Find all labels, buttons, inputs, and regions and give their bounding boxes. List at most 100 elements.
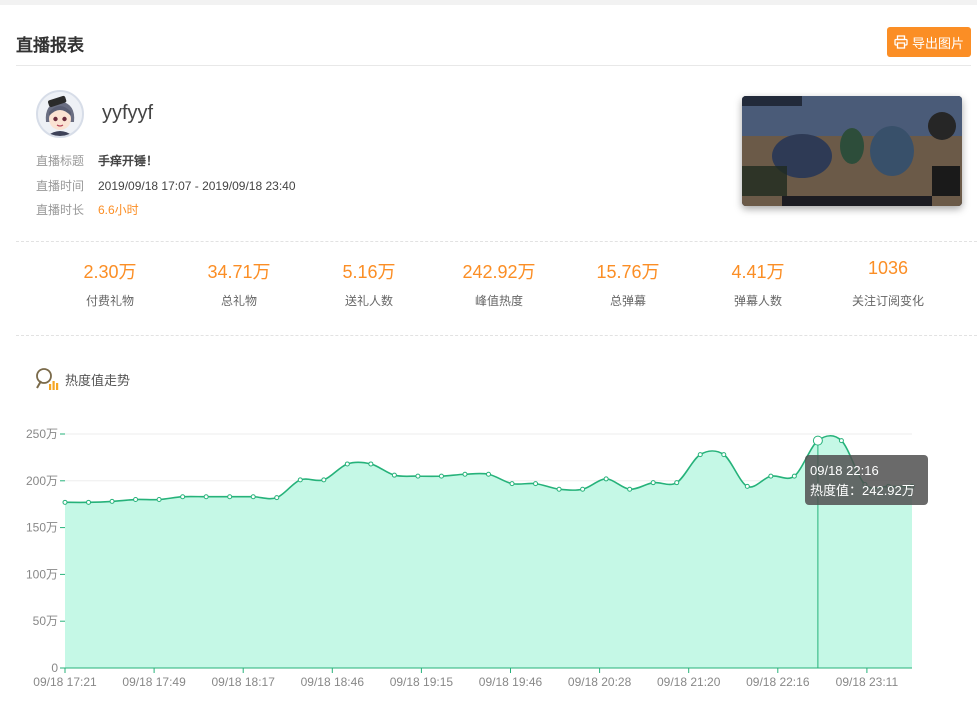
stat-label: 关注订阅变化 [851, 294, 924, 308]
stat-label: 总弹幕 [609, 294, 646, 308]
data-point [812, 435, 823, 446]
divider [16, 335, 977, 336]
data-point [133, 497, 139, 503]
data-point [674, 480, 680, 486]
stat-total-gifts: 34.71万 总礼物 [174, 258, 304, 309]
stat-label: 弹幕人数 [733, 294, 782, 308]
x-tick-label: 09/18 22:16 [746, 675, 810, 689]
stat-label: 付费礼物 [85, 294, 134, 308]
report-header: 直播报表 导出图片 [16, 5, 971, 66]
stat-value: 4.41万 [731, 262, 785, 282]
info-key: 直播标题 [36, 154, 85, 168]
data-point [250, 494, 256, 500]
data-point [62, 499, 68, 505]
heat-trend-chart: 0 50万 100万 150万 200万 250万 09/18 17:21 09/18 17:… [26, 427, 915, 689]
stat-label: 送礼人数 [344, 294, 393, 308]
data-point [274, 495, 280, 501]
data-point [627, 486, 633, 492]
x-tick-label: 09/18 21:20 [657, 675, 721, 689]
streamer-avatar[interactable] [36, 90, 84, 138]
data-point [721, 452, 727, 458]
magnifier-chart-icon [36, 368, 59, 390]
stat-value: 15.76万 [596, 262, 660, 282]
x-tick-label: 09/18 17:49 [122, 675, 186, 689]
y-tick-label: 100万 [26, 567, 58, 581]
chart-tooltip: 09/18 22:16 热度值：242.92万 [805, 455, 928, 505]
game-screenshot-image [742, 96, 962, 206]
x-tick-label: 09/18 19:15 [390, 675, 454, 689]
data-point [509, 481, 515, 487]
info-value: 2019/09/18 17:07 - 2019/09/18 23:40 [98, 179, 296, 193]
data-point [603, 476, 609, 482]
stat-value: 5.16万 [342, 262, 396, 282]
data-point [180, 494, 186, 500]
tooltip-time: 09/18 22:16 [810, 463, 879, 478]
stat-danmaku-users: 4.41万 弹幕人数 [693, 258, 823, 309]
stat-value: 34.71万 [207, 262, 271, 282]
trend-label: 热度值走势 [65, 372, 131, 388]
trend-heading: 热度值走势 [35, 367, 130, 391]
data-point [344, 461, 350, 467]
data-point [556, 486, 562, 492]
y-tick-label: 50万 [33, 614, 58, 628]
divider [16, 241, 977, 242]
x-tick-label: 09/18 18:17 [211, 675, 275, 689]
x-tick-label: 09/18 20:28 [568, 675, 632, 689]
stream-thumbnail[interactable] [742, 96, 962, 206]
data-point [391, 472, 397, 478]
data-point [791, 473, 797, 479]
anime-avatar-icon [38, 92, 82, 136]
export-image-button[interactable]: 导出图片 [886, 27, 971, 57]
data-point [768, 473, 774, 479]
info-row-time: 直播时间 2019/09/18 17:07 - 2019/09/18 23:40 [36, 177, 296, 194]
data-point [462, 471, 468, 477]
stat-value: 1036 [867, 258, 909, 278]
data-point [368, 461, 374, 467]
data-point [697, 452, 703, 458]
data-point [650, 480, 656, 486]
data-point [227, 494, 233, 500]
info-key: 直播时间 [36, 179, 85, 193]
streamer-name: yyfyyf [102, 102, 154, 124]
data-point [838, 438, 844, 444]
stat-value: 242.92万 [462, 262, 536, 282]
data-point [533, 481, 539, 487]
data-point [415, 473, 421, 479]
x-tick-label: 09/18 17:21 [33, 675, 97, 689]
y-tick-label: 150万 [26, 521, 58, 535]
x-tick-label: 09/18 18:46 [301, 675, 365, 689]
y-tick-label: 0 [51, 661, 58, 675]
stat-label: 总礼物 [220, 294, 257, 308]
stat-paid-gifts: 2.30万 付费礼物 [45, 258, 175, 309]
info-value: 手痒开锤！ [98, 154, 159, 168]
data-point [744, 483, 750, 489]
data-point [297, 477, 303, 483]
stat-follow-change: 1036 关注订阅变化 [823, 258, 953, 309]
stat-total-danmaku: 15.76万 总弹幕 [563, 258, 693, 309]
data-point [86, 499, 92, 505]
y-tick-label: 200万 [26, 474, 58, 488]
tooltip-value: 热度值：242.92万 [810, 483, 915, 498]
stat-peak-heat: 242.92万 峰值热度 [434, 258, 564, 309]
info-key: 直播时长 [36, 203, 85, 217]
info-value: 6.6小时 [98, 203, 139, 217]
data-point [486, 471, 491, 477]
x-tick-label: 09/18 19:46 [479, 675, 543, 689]
data-point [156, 497, 162, 503]
x-tick-label: 09/18 23:11 [836, 675, 899, 689]
info-row-title: 直播标题 手痒开锤！ [36, 152, 158, 169]
data-point [580, 486, 586, 492]
data-point [438, 473, 444, 479]
stat-value: 2.30万 [83, 262, 137, 282]
y-tick-label: 250万 [26, 427, 58, 441]
printer-icon [894, 35, 908, 49]
info-row-duration: 直播时长 6.6小时 [36, 201, 139, 218]
data-point [321, 477, 327, 483]
export-button-label: 导出图片 [911, 35, 964, 51]
stat-gifters: 5.16万 送礼人数 [304, 258, 434, 309]
heat-area [65, 435, 912, 668]
data-point [109, 498, 115, 504]
page-title: 直播报表 [16, 36, 84, 55]
data-point [203, 494, 209, 500]
stat-label: 峰值热度 [474, 294, 523, 308]
